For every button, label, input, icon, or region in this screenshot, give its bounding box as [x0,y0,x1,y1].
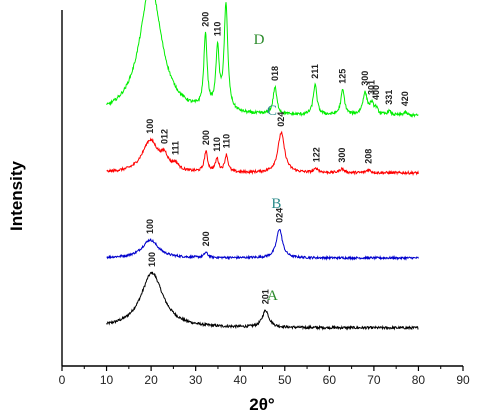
x-tick-label: 40 [234,373,248,387]
peak-label: 122 [311,147,321,162]
peak-label: 024 [276,112,286,127]
series-letter-a: A [267,288,278,304]
peak-label: 200 [201,12,211,27]
series-line-c [106,130,419,177]
peak-label: 024 [274,208,284,223]
peak-label: 110 [213,22,223,37]
y-axis-title: Intensity [7,161,26,231]
peak-label: 300 [337,148,347,163]
peak-label: 208 [364,149,374,164]
peak-label: 012 [160,129,170,144]
series-letter-c: C [267,103,277,119]
peak-label: 110 [212,137,222,152]
peak-label: 211 [310,64,320,79]
peak-label: 400 [371,85,381,100]
x-tick-label: 30 [189,373,203,387]
peak-label: 100 [145,219,155,234]
peak-label: 018 [270,66,280,81]
peak-label: 100 [147,252,157,267]
peak-label: 200 [201,130,211,145]
series-letter-b: B [271,196,281,212]
x-tick-label: 80 [412,373,426,387]
peak-label: 201 [261,289,271,304]
x-tick-label: 50 [278,373,292,387]
peak-label: 125 [338,69,348,84]
x-tick-label: 0 [59,373,66,387]
x-tick-label: 70 [367,373,381,387]
x-tick-label: 20 [144,373,158,387]
series-line-d [106,0,419,118]
peak-label: 100 [145,119,155,134]
x-tick-label: 90 [456,373,470,387]
series-letter-d: D [254,32,265,48]
peak-label: 300 [360,71,370,86]
series-line-a [106,271,419,331]
peak-label: 200 [201,231,211,246]
peak-label: 420 [400,91,410,106]
peak-label: 331 [384,90,394,105]
peak-label: 111 [171,141,181,155]
curves [106,0,419,331]
peak-label: 301 [367,80,377,95]
x-axis-title: 2θ° [249,395,275,414]
axes: 0 10 20 30 40 50 60 70 80 90 [59,10,470,387]
series-line-b [106,228,419,261]
peak-label: 110 [221,134,231,149]
x-tick-label: 10 [100,373,114,387]
x-tick-label: 60 [323,373,337,387]
